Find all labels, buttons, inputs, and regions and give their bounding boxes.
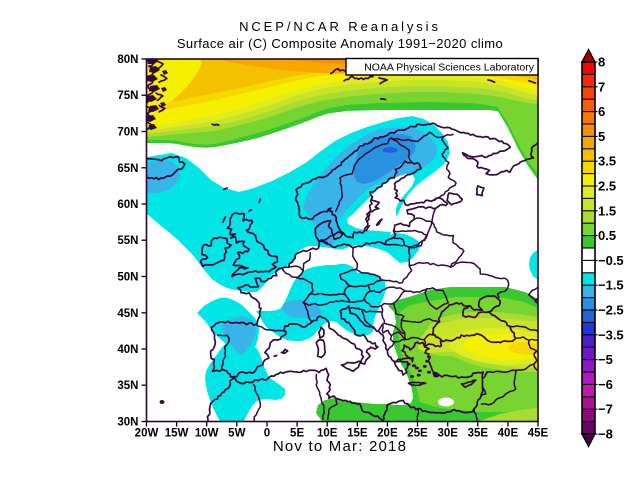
svg-text:Nov to Mar: 2018: Nov to Mar: 2018 [273, 438, 407, 455]
svg-text:0.5: 0.5 [598, 228, 616, 243]
svg-text:2.5: 2.5 [598, 179, 616, 194]
svg-text:15E: 15E [347, 428, 368, 440]
svg-text:−6: −6 [598, 377, 613, 392]
svg-text:NOAA Physical Sciences Laborat: NOAA Physical Sciences Laboratory [364, 62, 535, 74]
svg-text:10W: 10W [195, 428, 219, 440]
svg-text:15W: 15W [165, 428, 189, 440]
svg-text:35N: 35N [117, 380, 138, 392]
svg-text:−3.5: −3.5 [598, 327, 624, 342]
svg-text:3.5: 3.5 [598, 154, 616, 169]
svg-text:5W: 5W [228, 428, 245, 440]
svg-text:6: 6 [598, 104, 605, 119]
svg-text:30E: 30E [437, 428, 458, 440]
svg-text:60N: 60N [117, 199, 138, 211]
svg-text:7: 7 [598, 79, 605, 94]
svg-text:10E: 10E [317, 428, 338, 440]
svg-text:NCEP/NCAR Reanalysis: NCEP/NCAR Reanalysis [239, 19, 441, 34]
svg-text:40E: 40E [498, 428, 519, 440]
svg-text:65N: 65N [117, 163, 138, 175]
svg-text:35E: 35E [468, 428, 489, 440]
svg-text:1.5: 1.5 [598, 203, 616, 218]
svg-text:75N: 75N [117, 90, 138, 102]
svg-text:−2.5: −2.5 [598, 303, 624, 318]
svg-text:80N: 80N [117, 54, 138, 66]
svg-text:−0.5: −0.5 [598, 253, 624, 268]
svg-text:8: 8 [598, 55, 605, 70]
svg-text:25E: 25E [407, 428, 428, 440]
svg-text:−1.5: −1.5 [598, 278, 624, 293]
svg-text:50N: 50N [117, 272, 138, 284]
svg-text:−8: −8 [598, 427, 613, 442]
svg-text:−7: −7 [598, 402, 613, 417]
svg-text:45E: 45E [528, 428, 549, 440]
svg-text:5: 5 [598, 129, 605, 144]
svg-text:5E: 5E [290, 428, 304, 440]
svg-text:0: 0 [264, 428, 270, 440]
svg-text:45N: 45N [117, 308, 138, 320]
svg-text:20E: 20E [377, 428, 398, 440]
svg-text:70N: 70N [117, 127, 138, 139]
svg-text:20W: 20W [135, 428, 159, 440]
svg-text:Surface air (C) Composite Anom: Surface air (C) Composite Anomaly 1991−2… [177, 36, 503, 51]
svg-text:40N: 40N [117, 344, 138, 356]
svg-text:30N: 30N [117, 417, 138, 429]
svg-text:55N: 55N [117, 235, 138, 247]
svg-text:−5: −5 [598, 352, 613, 367]
